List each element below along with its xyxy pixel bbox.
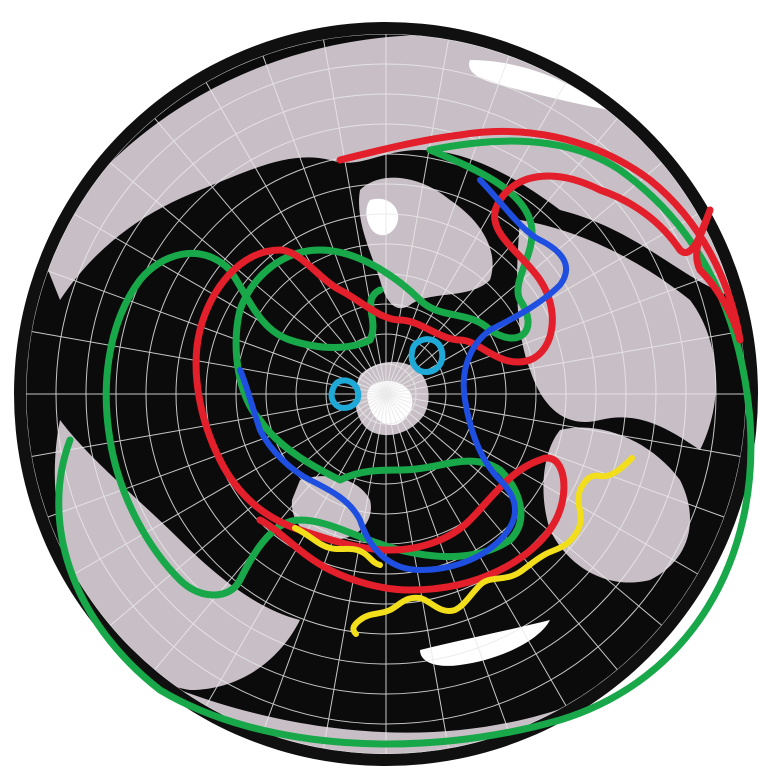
cyan-loop-1 [408, 336, 446, 375]
graticule-meridian [109, 162, 387, 395]
graticule-meridian [73, 393, 387, 575]
graticule-meridian [323, 39, 387, 395]
graticule-meridian [385, 393, 567, 707]
ice-north-2 [366, 198, 399, 236]
ice-north-1 [469, 60, 610, 110]
landmass-australia [543, 427, 690, 583]
graticule-meridian [323, 393, 387, 749]
red-path [192, 128, 744, 594]
graticule-meridian [262, 55, 387, 395]
cyan-loop-2 [328, 377, 362, 411]
graticule-meridian [385, 393, 618, 671]
landmass-north [40, 34, 740, 300]
landmass-south-america [54, 420, 300, 690]
graticule-meridian [385, 117, 618, 395]
graticule-meridian [385, 393, 725, 518]
graticule-meridian [385, 162, 663, 395]
graticule-meridian [385, 393, 510, 733]
green-path [55, 137, 755, 748]
graticule-meridian [31, 331, 387, 395]
ice-layer [366, 60, 610, 666]
stream-lines [55, 128, 755, 748]
blue-path [237, 177, 569, 573]
graticule-meridian [385, 393, 699, 575]
graticule-meridian [47, 270, 387, 395]
graticule-meridian [385, 55, 510, 395]
graticule-meridian [385, 393, 741, 457]
yellow-path [350, 455, 635, 637]
ice-south-1 [420, 620, 550, 666]
graticule-meridian [73, 213, 387, 395]
graticule-meridian [385, 270, 725, 395]
graticule-meridian [385, 331, 741, 395]
yellow-path-short [292, 525, 383, 568]
graticule-meridian [385, 39, 449, 395]
graticule-meridian [109, 393, 387, 626]
